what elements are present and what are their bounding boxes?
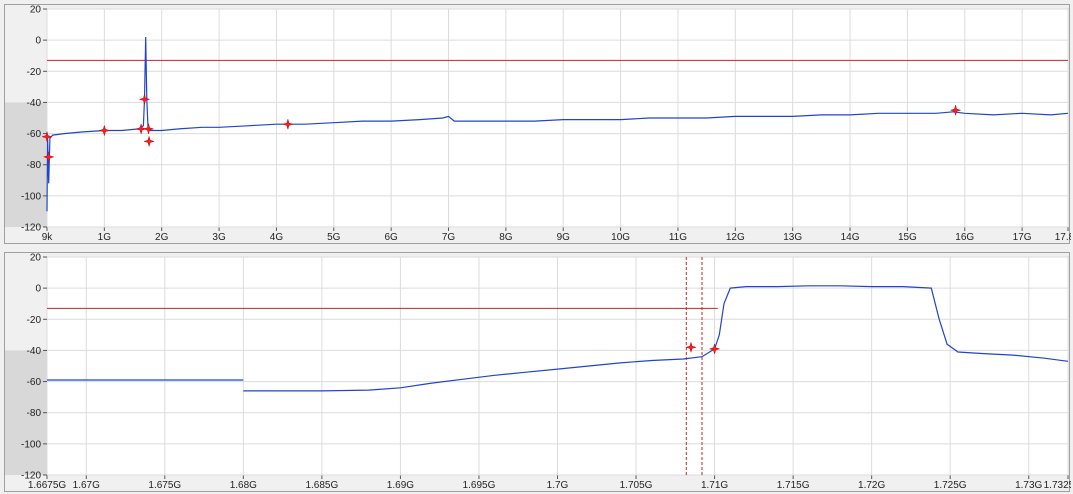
x-tick-label: 1.72G bbox=[858, 480, 885, 491]
y-tick-label: -100 bbox=[21, 439, 41, 450]
y-axis-shade bbox=[5, 102, 47, 227]
plot-area bbox=[46, 8, 1069, 228]
trace-line bbox=[46, 36, 1069, 212]
x-tick-label: 4G bbox=[270, 232, 284, 243]
x-tick-label: 13G bbox=[783, 232, 802, 243]
x-tick-label: 9G bbox=[557, 232, 571, 243]
x-tick-label: 15G bbox=[898, 232, 917, 243]
peak-marker[interactable] bbox=[282, 118, 294, 131]
x-tick-label: 14G bbox=[841, 232, 860, 243]
trace-line bbox=[243, 285, 1069, 392]
x-tick-label: 1.725G bbox=[934, 480, 967, 491]
peak-marker[interactable] bbox=[143, 135, 155, 148]
x-tick-label: 5G bbox=[327, 232, 341, 243]
spectrum-overview-chart: 9k 1G 2G 3G 4G 5G 6G 7G 8G 9G 10G 11G 12G 13G 14G 15G 16… bbox=[5, 5, 1071, 243]
x-tick-label: 3G bbox=[212, 232, 226, 243]
y-tick-label: -80 bbox=[27, 408, 42, 419]
x-tick-label: 16G bbox=[955, 232, 974, 243]
x-tick-label: 6G bbox=[384, 232, 398, 243]
y-tick-label: -100 bbox=[21, 191, 41, 202]
y-tick-label: 20 bbox=[30, 253, 42, 264]
y-tick-label: -120 bbox=[21, 471, 41, 482]
peak-marker[interactable] bbox=[98, 124, 111, 137]
peak-marker[interactable] bbox=[135, 123, 148, 135]
y-tick-label: -80 bbox=[27, 160, 42, 171]
x-tick-label: 1.675G bbox=[148, 480, 181, 491]
peak-marker[interactable] bbox=[685, 341, 697, 354]
x-tick-label: 1.715G bbox=[777, 480, 810, 491]
x-tick-label: 7G bbox=[442, 232, 456, 243]
y-tick-label: -20 bbox=[27, 67, 42, 78]
y-tick-label: 0 bbox=[35, 284, 41, 295]
y-tick-label: -20 bbox=[27, 315, 42, 326]
x-tick-label: 1.7G bbox=[547, 480, 569, 491]
peak-marker[interactable] bbox=[142, 123, 155, 135]
x-tick-label: 17G bbox=[1013, 232, 1032, 243]
spectrum-overview-panel: 9k 1G 2G 3G 4G 5G 6G 7G 8G 9G 10G 11G 12G 13G 14G 15G 16… bbox=[4, 4, 1071, 244]
x-tick-label: 1G bbox=[98, 232, 112, 243]
y-tick-label: 20 bbox=[30, 5, 42, 16]
x-tick-label: 1.68G bbox=[230, 480, 257, 491]
x-tick-label: 10G bbox=[611, 232, 630, 243]
spectrum-zoom-panel: 1.6675G 1.67G 1.675G 1.68G 1.685G 1.69G 1.695G… bbox=[4, 252, 1071, 492]
x-tick-label: 1.705G bbox=[620, 480, 653, 491]
peak-marker[interactable] bbox=[42, 151, 55, 163]
y-tick-label: -60 bbox=[27, 377, 42, 388]
x-tick-label: 17.8G bbox=[1055, 232, 1071, 243]
x-tick-label: 1.695G bbox=[463, 480, 496, 491]
x-tick-label: 9k bbox=[42, 232, 54, 243]
x-tick-label: 1.73G bbox=[1015, 480, 1042, 491]
x-tick-label: 11G bbox=[669, 232, 687, 243]
y-axis-shade bbox=[5, 350, 47, 475]
x-tick-label: 12G bbox=[726, 232, 745, 243]
y-tick-label: -60 bbox=[27, 129, 42, 140]
y-tick-label: -40 bbox=[27, 98, 42, 109]
peak-marker[interactable] bbox=[949, 104, 962, 117]
x-tick-label: 8G bbox=[499, 232, 513, 243]
x-tick-label: 1.6675G bbox=[28, 480, 67, 491]
y-tick-label: -120 bbox=[21, 223, 41, 234]
x-tick-label: 1.71G bbox=[701, 480, 728, 491]
x-tick-label: 2G bbox=[155, 232, 169, 243]
peak-marker[interactable] bbox=[138, 93, 151, 106]
spectrum-zoom-chart: 1.6675G 1.67G 1.675G 1.68G 1.685G 1.69G 1.695G… bbox=[5, 253, 1071, 491]
x-tick-label: 1.685G bbox=[305, 480, 338, 491]
x-tick-label: 1.69G bbox=[387, 480, 414, 491]
peak-marker[interactable] bbox=[708, 343, 721, 355]
x-tick-label: 1.7325G bbox=[1044, 480, 1071, 491]
y-tick-label: 0 bbox=[35, 36, 41, 47]
x-tick-label: 1.67G bbox=[73, 480, 100, 491]
peak-marker[interactable] bbox=[41, 130, 53, 143]
y-tick-label: -40 bbox=[27, 346, 42, 357]
